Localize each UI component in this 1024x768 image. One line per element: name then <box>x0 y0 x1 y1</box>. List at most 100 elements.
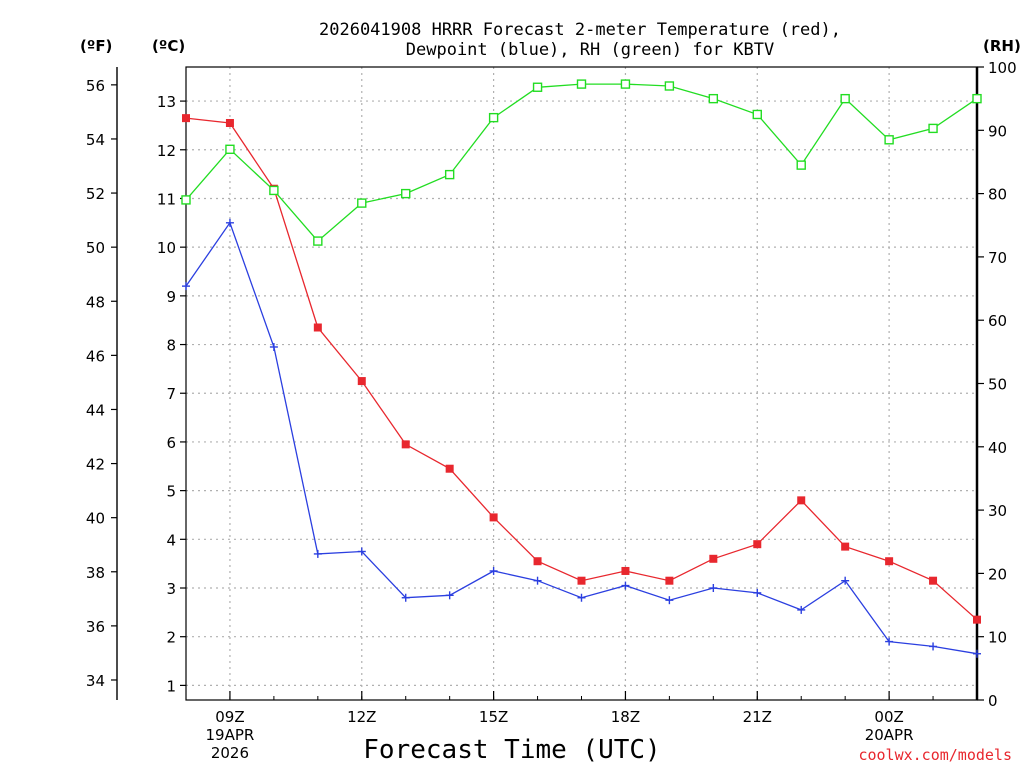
fahrenheit-tick-label: 48 <box>86 293 105 311</box>
rh-tick-label: 70 <box>988 249 1007 267</box>
rh-point <box>708 93 719 104</box>
fahrenheit-tick-label: 54 <box>86 131 105 149</box>
celsius-tick-label: 2 <box>166 629 176 647</box>
rh-tick-label: 10 <box>988 629 1007 647</box>
rh-tick-label: 30 <box>988 502 1007 520</box>
celsius-tick-label: 12 <box>157 142 176 160</box>
credit-link[interactable]: coolwx.com/models <box>858 746 1012 764</box>
dewpoint-point <box>182 282 190 291</box>
dewpoint-point <box>401 593 410 602</box>
fahrenheit-tick-label: 50 <box>86 239 105 257</box>
rh-line <box>185 83 978 243</box>
rh-point <box>488 112 499 123</box>
rh-point <box>576 79 587 89</box>
dewpoint-point <box>841 576 850 585</box>
dewpoint-point <box>885 637 894 646</box>
celsius-tick-label: 4 <box>166 531 176 549</box>
temperature-point <box>182 114 190 123</box>
temperature-point <box>841 542 850 551</box>
rh-point <box>620 79 631 89</box>
rh-tick-label: 100 <box>988 59 1017 77</box>
fahrenheit-tick-label: 46 <box>86 347 105 365</box>
dewpoint-point <box>357 547 366 556</box>
dewpoint-point <box>973 649 981 658</box>
dewpoint-point <box>533 576 542 585</box>
rh-point <box>884 135 894 145</box>
x-tick-label: 2026 <box>211 744 249 762</box>
dewpoint-point <box>489 566 498 575</box>
rh-point <box>313 236 323 246</box>
gridlines <box>186 67 977 700</box>
rh-point <box>532 82 543 92</box>
rh-point <box>928 123 938 134</box>
temperature-point <box>709 554 718 563</box>
chart-title-line-1: 2026041908 HRRR Forecast 2-meter Tempera… <box>319 20 841 40</box>
celsius-tick-label: 6 <box>166 434 176 452</box>
temperature-point <box>797 496 806 505</box>
fahrenheit-tick-label: 40 <box>86 510 105 528</box>
dewpoint-point <box>577 593 586 602</box>
rh-tick-label: 90 <box>988 122 1007 140</box>
rh-tick-label: 0 <box>988 692 998 710</box>
celsius-tick-label: 3 <box>166 580 176 598</box>
fahrenheit-tick-label: 56 <box>86 77 105 95</box>
rh-point <box>444 169 455 180</box>
temperature-point <box>665 576 674 585</box>
temperature-point <box>973 615 981 624</box>
celsius-tick-label: 11 <box>157 190 176 208</box>
rh-tick-label: 80 <box>988 186 1007 204</box>
celsius-tick-label: 5 <box>166 483 176 501</box>
temperature-point <box>401 440 410 449</box>
dewpoint-point <box>445 591 454 600</box>
temperature-point <box>533 557 542 566</box>
series-dewpoint <box>182 218 981 658</box>
x-tick-label: 20APR <box>865 726 914 744</box>
x-tick-label: 21Z <box>743 708 772 726</box>
rh-tick-label: 40 <box>988 439 1007 457</box>
x-axis-label: Forecast Time (UTC) <box>363 735 660 765</box>
dewpoint-point <box>225 218 234 227</box>
rh-point <box>225 144 235 154</box>
x-tick-label: 18Z <box>611 708 640 726</box>
dewpoint-point <box>269 342 278 351</box>
rh-point <box>357 198 367 208</box>
celsius-tick-label: 13 <box>157 93 176 111</box>
rh-point <box>181 195 191 205</box>
x-tick-label: 15Z <box>479 708 508 726</box>
plot-frame <box>185 66 978 701</box>
fahrenheit-tick-label: 34 <box>86 672 105 690</box>
x-tick-label: 09Z <box>215 708 244 726</box>
fahrenheit-unit-label: (ºF) <box>80 37 112 55</box>
celsius-tick-label: 10 <box>157 239 176 257</box>
temperature-point <box>885 557 894 566</box>
temperature-line <box>185 117 978 621</box>
temperature-point <box>753 540 762 549</box>
dewpoint-point <box>753 588 762 597</box>
x-tick-label: 00Z <box>874 708 903 726</box>
dewpoint-point <box>665 596 674 605</box>
axes: 3436384042444648505254561234567891011121… <box>86 59 1017 762</box>
rh-tick-label: 60 <box>988 312 1007 330</box>
celsius-tick-label: 1 <box>166 677 176 695</box>
celsius-tick-label: 9 <box>166 288 176 306</box>
series-temperature <box>182 114 981 624</box>
rh-tick-label: 20 <box>988 565 1007 583</box>
temperature-point <box>621 566 630 575</box>
chart-title-line-2: Dewpoint (blue), RH (green) for KBTV <box>406 40 774 60</box>
rh-point <box>972 93 982 104</box>
rh-tick-label: 50 <box>988 376 1007 394</box>
temperature-point <box>357 377 366 386</box>
fahrenheit-tick-label: 42 <box>86 456 105 474</box>
fahrenheit-tick-label: 36 <box>86 618 105 636</box>
temperature-point <box>445 464 454 473</box>
celsius-tick-label: 7 <box>166 385 176 403</box>
rh-point <box>269 185 279 196</box>
fahrenheit-tick-label: 44 <box>86 401 105 419</box>
rh-point <box>796 160 806 170</box>
fahrenheit-tick-label: 38 <box>86 564 105 582</box>
rh-point <box>840 93 850 104</box>
celsius-tick-label: 8 <box>166 337 176 355</box>
temperature-point <box>929 576 938 585</box>
temperature-point <box>225 118 234 127</box>
